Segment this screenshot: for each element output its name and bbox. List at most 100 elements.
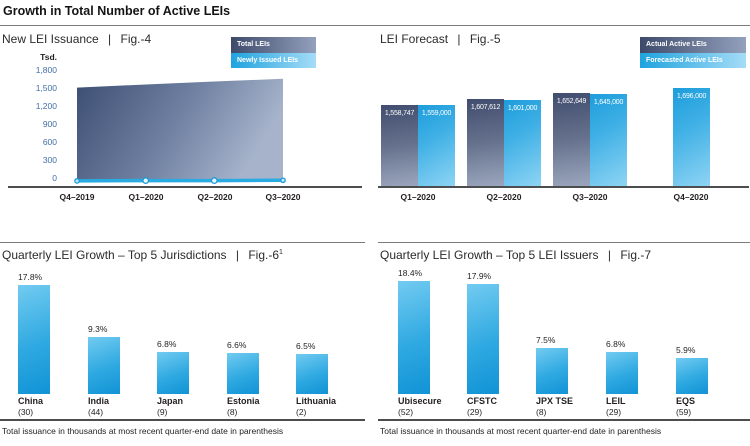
forecast-bar-q2: 1,601,000	[504, 99, 541, 186]
fig7-footnote: Total issuance in thousands at most rece…	[380, 426, 662, 436]
data-point-marker	[210, 177, 218, 185]
fig4-legend: Total LEIs Newly Issued LEIs	[231, 37, 316, 68]
fig5-plot: 1,558,747 1,559,000 1,607,612 1,601,000 …	[378, 26, 750, 186]
bar-category-label: JPX TSE (8)	[536, 396, 574, 417]
bar-category-label: Ubisecure (52)	[398, 396, 442, 417]
bar-issuance-label: (9)	[157, 407, 168, 417]
bar-value-label: 1,696,000	[676, 93, 707, 101]
bar-value-label: 1,652,649	[556, 98, 587, 106]
total-leis-area	[77, 78, 283, 180]
issuer-bar-eqs: 5.9% EQS (59)	[676, 345, 708, 417]
legend-newly-issued-leis: Newly Issued LEIs	[231, 52, 316, 68]
bar-category-label: India (44)	[88, 396, 110, 417]
bar-value-label: 1,559,000	[421, 109, 452, 117]
panel-top5-jurisdictions: Quarterly LEI Growth – Top 5 Jurisdictio…	[0, 242, 365, 446]
bar-percent-label: 6.8%	[606, 339, 626, 350]
bar-percent-label: 6.8%	[157, 339, 177, 350]
issuer-bar-leil: 6.8% LEIL (29)	[606, 339, 638, 417]
actual-bar-q1: 1,558,747	[381, 105, 418, 186]
fig7-plot: 18.4% Ubisecure (52) 17.9% CFSTC (29) 7.5%…	[378, 242, 750, 417]
y-axis-unit: Tsd.	[40, 52, 57, 62]
bar-issuance-label: (2)	[296, 407, 307, 417]
bar-issuance-label: (59)	[676, 407, 692, 417]
bar-category-label: EQS (59)	[676, 396, 696, 417]
panel-new-lei-issuance: New LEI Issuance | Fig.-4 Total LEIs New…	[0, 26, 365, 242]
bar-issuance-label: (30)	[18, 407, 34, 417]
y-axis-tick: 900	[42, 119, 57, 129]
jurisdiction-bar-estonia: 6.6% Estonia (8)	[227, 340, 260, 417]
bar-issuance-label: (29)	[606, 407, 622, 417]
issuer-bar-ubisecure: 18.4% Ubisecure (52)	[398, 268, 442, 417]
bar-percent-label: 18.4%	[398, 267, 423, 278]
bar-category-label: Japan (9)	[157, 396, 184, 417]
legend-total-leis: Total LEIs	[231, 37, 316, 53]
x-axis-label: Q2–2020	[197, 192, 233, 202]
newly-issued-line	[76, 178, 284, 183]
jurisdiction-bar-china: 17.8% China (30)	[18, 272, 50, 417]
fig5-legend: Actual Active LEIs Forecasted Active LEI…	[640, 37, 746, 68]
jurisdiction-bar-india: 9.3% India (44)	[88, 324, 120, 417]
x-axis-label: Q1–2020	[128, 192, 164, 202]
panel-divider	[0, 242, 365, 243]
panel-lei-forecast: LEI Forecast | Fig.-5 Actual Active LEIs…	[378, 26, 750, 242]
bar-category-label: Estonia (8)	[227, 396, 260, 417]
forecast-bar-q4: 1,696,000	[673, 88, 710, 186]
issuer-bar-cfstc: 17.9% CFSTC (29)	[467, 271, 499, 417]
page-title: Growth in Total Number of Active LEIs	[3, 4, 231, 18]
bar-value-label: 1,607,612	[470, 104, 501, 111]
bar-value-label: 1,601,000	[507, 104, 538, 112]
x-axis-line	[8, 186, 362, 188]
bar-percent-label: 9.3%	[88, 323, 108, 334]
bar-percent-label: 6.6%	[227, 340, 247, 351]
bar-percent-label: 5.9%	[676, 344, 696, 355]
actual-bar-q3: 1,652,649	[553, 93, 590, 186]
data-point-marker	[142, 177, 150, 185]
footnote-divider	[378, 419, 750, 421]
y-axis-tick: 1,200	[35, 101, 57, 111]
bar-value-label: 1,645,000	[593, 99, 624, 107]
y-axis-tick: 600	[42, 137, 57, 147]
jurisdiction-bar-japan: 6.8% Japan (9)	[157, 339, 189, 417]
issuer-bar-jpx-tse: 7.5% JPX TSE (8)	[536, 335, 573, 417]
actual-bar-q2: 1,607,612	[467, 99, 504, 186]
fig6-title: Quarterly LEI Growth – Top 5 Jurisdictio…	[2, 248, 283, 262]
y-axis-tick: 1,800	[35, 65, 57, 75]
x-axis-label: Q1–2020	[400, 192, 436, 202]
line-markers	[74, 177, 286, 185]
bar-percent-label: 6.5%	[296, 341, 316, 351]
legend-forecasted-active-leis: Forecasted Active LEIs	[640, 52, 746, 68]
y-axis-tick: 300	[42, 155, 57, 165]
x-axis-label: Q3–2020	[265, 192, 301, 202]
y-axis-tick: 0	[52, 173, 57, 183]
legend-actual-active-leis: Actual Active LEIs	[640, 37, 746, 53]
x-axis-label: Q2–2020	[486, 192, 522, 202]
footnote-marker: 1	[279, 249, 283, 256]
fig7-title: Quarterly LEI Growth – Top 5 LEI Issuers…	[380, 248, 652, 262]
panel-top5-lei-issuers: Quarterly LEI Growth – Top 5 LEI Issuers…	[378, 242, 750, 446]
bar-category-label: CFSTC (29)	[467, 396, 497, 417]
bar-issuance-label: (8)	[227, 407, 238, 417]
bar-value-label: 1,558,747	[384, 110, 415, 117]
fig4-title: New LEI Issuance | Fig.-4	[2, 32, 152, 46]
footnote-divider	[0, 419, 365, 421]
fig6-footnote: Total issuance in thousands at most rece…	[2, 426, 284, 436]
bar-category-label: LEIL (29)	[606, 396, 626, 417]
x-axis-label: Q4–2020	[673, 192, 709, 202]
bar-percent-label: 17.8%	[18, 271, 43, 282]
bar-issuance-label: (8)	[536, 407, 547, 417]
area-chart	[74, 78, 286, 185]
bar-category-label: China (30)	[18, 396, 44, 417]
data-point-marker	[280, 177, 286, 184]
x-axis-label: Q3–2020	[572, 192, 608, 202]
bar-category-label: Lithuania (2)	[296, 396, 336, 417]
bar-percent-label: 7.5%	[536, 334, 556, 345]
fig6-plot: 17.8% China (30) 9.3% India (44) 6.8% Japa…	[0, 242, 365, 417]
x-axis-label: Q4–2019	[59, 192, 95, 202]
panel-divider	[378, 242, 750, 243]
jurisdiction-bar-lithuania: 6.5% Lithuania (2)	[296, 341, 336, 417]
header-divider	[0, 25, 750, 26]
x-axis-line	[378, 186, 749, 188]
bar-issuance-label: (29)	[467, 407, 483, 417]
forecast-bar-q1: 1,559,000	[418, 104, 455, 186]
